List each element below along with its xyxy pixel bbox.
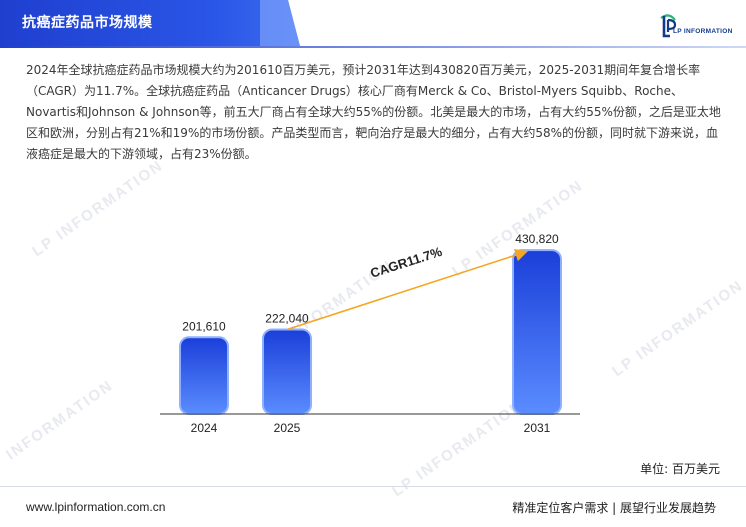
tick-label-2025: 2025 [274, 421, 301, 435]
value-label-2024: 201,610 [182, 319, 226, 333]
logo-text: LP INFORMATION [673, 28, 733, 35]
bar-2025 [262, 328, 312, 415]
summary-paragraph: 2024年全球抗癌症药品市场规模大约为201610百万美元，预计2031年达到4… [26, 63, 721, 161]
tick-label-2024: 2024 [191, 421, 218, 435]
footer-divider [0, 486, 746, 487]
header: 抗癌症药品市场规模 LP INFORMATION [0, 0, 746, 48]
bar-2024 [179, 336, 229, 415]
footer-slogan: 精准定位客户需求 | 展望行业发展趋势 [512, 501, 716, 515]
bar-2031 [512, 249, 562, 415]
cagr-annotation: CAGR11.7% [368, 244, 444, 281]
title-band [0, 0, 300, 46]
value-label-2025: 222,040 [265, 312, 309, 326]
footer-url: www.lpinformation.com.cn [26, 500, 166, 514]
value-label-2031: 430,820 [515, 232, 559, 246]
page-title: 抗癌症药品市场规模 [22, 15, 153, 31]
unit-label: 单位: 百万美元 [640, 462, 720, 476]
header-divider [0, 46, 746, 48]
lp-logo-icon [660, 14, 677, 38]
tick-label-2031: 2031 [524, 421, 551, 435]
cagr-arrow [286, 248, 529, 331]
